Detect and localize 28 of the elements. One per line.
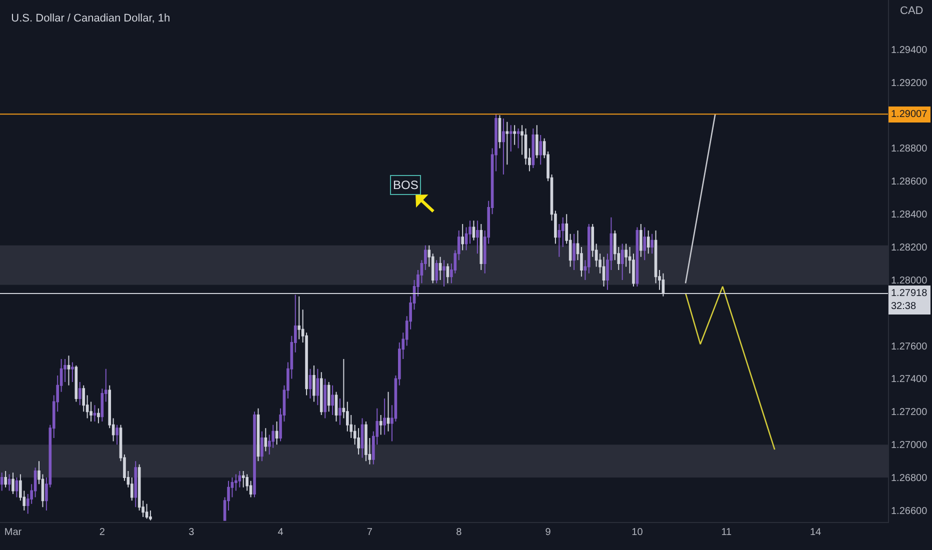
y-tick-label: 1.28000 (891, 275, 928, 286)
y-tick-label: 1.28800 (891, 144, 928, 155)
x-tick-label: 14 (810, 527, 822, 538)
y-tick-label: 1.28200 (891, 242, 928, 254)
y-tick-label: 1.27000 (891, 440, 928, 452)
ref-line-label: 1.29007 (891, 109, 928, 120)
y-tick-label: 1.29400 (891, 44, 928, 56)
x-tick-label: 4 (278, 527, 284, 538)
y-axis-title: CAD (900, 5, 924, 17)
x-tick-label: 8 (456, 527, 462, 538)
y-tick-label: 1.26800 (891, 473, 928, 484)
ref-line-label: 1.27918 32:38 (891, 288, 928, 312)
x-tick-label: 3 (188, 527, 195, 538)
y-tick-label: 1.28600 (891, 176, 928, 188)
x-tick-label: 10 (632, 527, 644, 538)
text: U.S. Dollar / Canadian Dollar, 1h (11, 12, 170, 24)
x-tick-label: 7 (366, 527, 373, 538)
y-tick-label: 1.26600 (891, 506, 928, 517)
x-tick-label: 2 (99, 527, 106, 538)
annotation: BOS (393, 178, 418, 192)
y-tick-label: 1.27600 (891, 341, 928, 352)
x-tick-label: 9 (545, 527, 552, 538)
y-tick-label: 1.29200 (891, 78, 928, 89)
y-tick-label: 1.28400 (891, 210, 928, 221)
y-tick-label: 1.27200 (891, 407, 928, 418)
x-tick-label: 11 (721, 527, 732, 538)
y-tick-label: 1.27400 (891, 374, 928, 386)
x-tick-label: Mar (4, 527, 22, 538)
